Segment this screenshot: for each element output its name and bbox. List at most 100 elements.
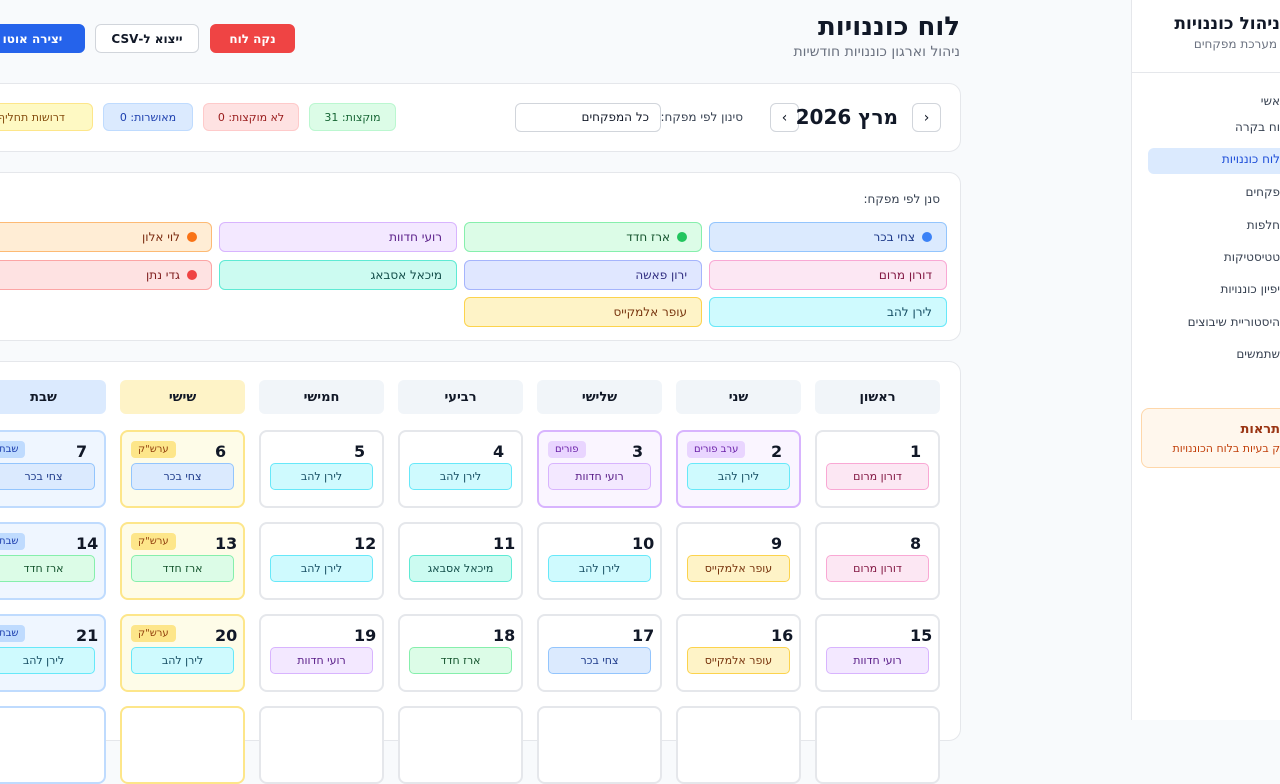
day-number: 19 [354,626,374,645]
nav-item[interactable]: שתמשים [1236,347,1280,361]
day-cell[interactable] [0,706,106,784]
day-number: 7 [76,442,96,461]
page: (() => { const data = JSON.parse(documen… [0,0,1280,720]
assignee-chip[interactable]: לירן להב [270,463,373,490]
assignee-chip[interactable]: רועי חדוות [826,647,929,674]
day-number: 11 [493,534,513,553]
day-number: 17 [632,626,652,645]
day-badge: ערש"ק [131,441,176,458]
day-number: 20 [215,626,235,645]
supervisor-chip[interactable]: עופר אלמקייס [464,297,702,327]
stat-badge: מאושרות: 0 [103,103,193,131]
supervisor-chip[interactable]: גדי נתן [0,260,212,290]
stat-badge: לא מוקצות: 0 [203,103,299,131]
day-number: 18 [493,626,513,645]
supervisor-chip[interactable]: ירון פאשה [464,260,702,290]
assignee-chip[interactable]: לירן להב [131,647,234,674]
assignee-chip[interactable]: עופר אלמקייס [687,647,790,674]
chip-dot [187,270,197,280]
chip-name: ירון פאשה [635,268,687,289]
day-number: 1 [910,442,930,461]
day-number: 13 [215,534,235,553]
day-cell[interactable] [676,706,801,784]
assignee-chip[interactable]: צחי בכר [131,463,234,490]
day-cell[interactable] [120,706,245,784]
next-month[interactable]: ‹ [912,103,941,132]
chip-name: צחי בכר [873,230,915,251]
day-badge: שבת [0,441,25,458]
nav-item[interactable]: חלפות [1247,218,1280,232]
alert-title: תראות [1240,422,1280,437]
day-number: 4 [493,442,513,461]
supervisor-chip[interactable]: לוי אלון [0,222,212,252]
assignee-chip[interactable]: לירן להב [687,463,790,490]
assignee-chip[interactable]: ארז חדד [409,647,512,674]
day-number: 8 [910,534,930,553]
assignee-chip[interactable]: לירן להב [270,555,373,582]
nav-item[interactable]: אשי [1261,94,1280,108]
assignee-chip[interactable]: לירן להב [548,555,651,582]
chip-name: לירן להב [887,305,932,326]
nav-item[interactable]: וח בקרה [1235,120,1280,134]
supervisor-chip[interactable]: ארז חדד [464,222,702,252]
weekday-header: שלישי [537,380,662,414]
nav-item[interactable]: פקחים [1246,185,1280,199]
legend-label: סנן לפי מפקח: [863,192,940,206]
page-subtitle: ניהול וארגון כוננויות חודשיות [793,44,960,60]
nav-item[interactable]: לוח כוננויות [1222,152,1280,166]
assignee-chip[interactable]: רועי חדוות [548,463,651,490]
assignee-chip[interactable]: רועי חדוות [270,647,373,674]
assignee-chip[interactable]: מיכאל אסבאג [409,555,512,582]
supervisor-chip[interactable]: לירן להב [709,297,947,327]
day-cell[interactable] [259,706,384,784]
weekday-header: ראשון [815,380,940,414]
header-button[interactable]: יצירה אוטו [0,24,85,53]
weekday-header: חמישי [259,380,384,414]
day-number: 10 [632,534,652,553]
assignee-chip[interactable]: צחי בכר [0,463,95,490]
chip-name: עופר אלמקייס [613,305,687,326]
supervisor-select[interactable]: כל המפקחים [515,103,661,132]
day-badge: ערש"ק [131,625,176,642]
weekday-header: שישי [120,380,245,414]
sidebar-title: ניהול כוננויות [1174,14,1280,34]
day-number: 15 [910,626,930,645]
supervisor-chip[interactable]: דורון מרום [709,260,947,290]
alert-text: ק בעיות בלוח הכוננויות [1172,442,1280,455]
stat-badge: דרושות תחליף [0,103,93,131]
sidebar-divider [1132,72,1280,73]
supervisor-chip[interactable]: צחי בכר [709,222,947,252]
day-number: 5 [354,442,374,461]
chip-name: לוי אלון [142,230,180,251]
day-number: 14 [76,534,96,553]
assignee-chip[interactable]: דורון מרום [826,463,929,490]
day-cell[interactable] [815,706,940,784]
header-button[interactable]: נקה לוח [210,24,295,53]
assignee-chip[interactable]: דורון מרום [826,555,929,582]
page-title: לוח כוננויות [818,12,960,42]
day-number: 12 [354,534,374,553]
assignee-chip[interactable]: צחי בכר [548,647,651,674]
assignee-chip[interactable]: ארז חדד [131,555,234,582]
supervisor-chip[interactable]: רועי חדוות [219,222,457,252]
nav-item[interactable]: היסטוריית שיבוצים [1188,315,1280,329]
stat-badge: מוקצות: 31 [309,103,396,131]
assignee-chip[interactable]: לירן להב [0,647,95,674]
day-badge: ערש"ק [131,533,176,550]
supervisor-chip[interactable]: מיכאל אסבאג [219,260,457,290]
sidebar-subtitle: מערכת מפקחים [1194,37,1277,51]
day-cell[interactable] [537,706,662,784]
day-cell[interactable] [398,706,523,784]
header-button[interactable]: ייצוא ל-CSV [95,24,199,53]
assignee-chip[interactable]: לירן להב [409,463,512,490]
filter-label: סינון לפי מפקח: [661,110,743,124]
day-number: 16 [771,626,791,645]
assignee-chip[interactable]: ארז חדד [0,555,95,582]
nav-item[interactable]: טטיסטיקות [1224,250,1280,264]
assignee-chip[interactable]: עופר אלמקייס [687,555,790,582]
nav-item[interactable]: יפיון כוננויות [1220,282,1280,296]
day-number: 2 [771,442,791,461]
day-badge: פורים [548,441,586,458]
day-badge: שבת [0,533,25,550]
weekday-header: רביעי [398,380,523,414]
